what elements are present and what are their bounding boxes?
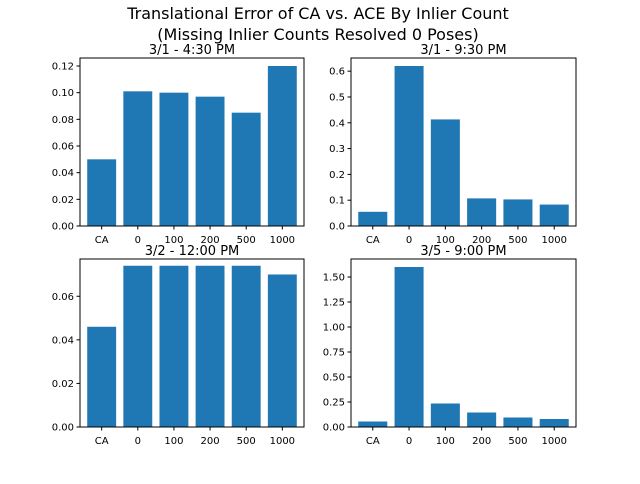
y-tick-label: 1.25 [323, 298, 345, 309]
x-tick-label: 500 [237, 235, 256, 246]
bar-1000 [267, 274, 297, 427]
bar-0 [123, 91, 153, 226]
x-tick-label: 0 [406, 235, 412, 246]
x-tick-label: 200 [472, 235, 491, 246]
x-tick-label: CA [95, 235, 109, 246]
y-tick-label: 0.02 [52, 195, 74, 206]
bar-500 [231, 112, 261, 226]
x-tick-label: 100 [164, 235, 183, 246]
x-tick-label: 200 [472, 436, 491, 447]
bar-100 [159, 265, 189, 427]
y-tick-label: 0.00 [323, 423, 345, 434]
axes-frame [79, 258, 305, 428]
bar-100 [430, 119, 460, 226]
y-tick-label: 0.5 [329, 92, 345, 103]
x-tick-label: 200 [201, 235, 220, 246]
y-tick-label: 0.3 [329, 144, 345, 155]
bar-CA [358, 211, 388, 226]
bar-100 [159, 92, 189, 226]
x-tick-label: 0 [135, 235, 141, 246]
y-tick-label: 0.12 [52, 62, 74, 73]
bar-0 [123, 265, 153, 427]
y-tick-label: 0.00 [52, 423, 74, 434]
bar-200 [467, 198, 497, 226]
y-tick-label: 0.04 [52, 168, 74, 179]
subplot-1: CA 0 100 200 500 1000 0.00 0.02 0.04 0.06 0.08 0.10… [52, 43, 305, 246]
x-tick-label: 1000 [270, 235, 295, 246]
y-tick-label: 0.08 [52, 115, 74, 126]
bar-CA [358, 421, 388, 427]
y-tick-label: 0.00 [52, 222, 74, 233]
bar-CA [87, 159, 117, 226]
bar-0 [394, 66, 424, 226]
axes-frame [79, 57, 305, 227]
x-tick-label: 1000 [541, 436, 566, 447]
subplot-4: CA 0 100 200 500 1000 0.00 0.25 0.50 0.75 1.00 1.25… [323, 244, 577, 447]
axes-frame [350, 57, 577, 227]
y-tick-label: 0.06 [52, 292, 74, 303]
x-tick-label: 0 [135, 436, 141, 447]
y-tick-label: 0.10 [52, 88, 74, 99]
x-tick-label: 500 [508, 235, 527, 246]
x-tick-label: 100 [436, 235, 455, 246]
y-tick-label: 0.25 [323, 398, 345, 409]
y-tick-label: 1.50 [323, 273, 345, 284]
bar-500 [503, 199, 533, 226]
y-tick-label: 0.2 [329, 170, 345, 181]
x-tick-label: CA [366, 436, 380, 447]
subplot-title: 3/2 - 12:00 PM [145, 244, 240, 259]
bar-CA [87, 326, 117, 427]
bar-100 [430, 403, 460, 427]
x-tick-label: 500 [237, 436, 256, 447]
subplot-2: CA 0 100 200 500 1000 0.0 0.1 0.2 0.3 0.4 0.5 0.6 3/1… [329, 43, 577, 246]
bar-1000 [539, 204, 569, 226]
subplot-3: CA 0 100 200 500 1000 0.00 0.02 0.04 0.06 3/2 - 12… [52, 244, 305, 447]
bar-0 [394, 267, 424, 427]
x-tick-label: 200 [201, 436, 220, 447]
y-tick-label: 1.00 [323, 323, 345, 334]
bar-200 [195, 265, 225, 427]
figure-title-line1: Translational Error of CA vs. ACE By Inl… [126, 4, 509, 23]
x-tick-label: CA [95, 436, 109, 447]
y-tick-label: 0.50 [323, 373, 345, 384]
bar-500 [503, 417, 533, 427]
bar-200 [195, 96, 225, 226]
y-tick-label: 0.04 [52, 335, 74, 346]
x-tick-label: 500 [508, 436, 527, 447]
x-tick-label: 1000 [541, 235, 566, 246]
axes-frame [350, 258, 577, 428]
bar-1000 [539, 419, 569, 427]
x-tick-label: 100 [436, 436, 455, 447]
bar-500 [231, 265, 261, 427]
figure-title-line2: (Missing Inlier Counts Resolved 0 Poses) [157, 25, 478, 44]
subplot-title: 3/1 - 4:30 PM [149, 43, 235, 58]
x-tick-label: 100 [164, 436, 183, 447]
x-tick-label: 0 [406, 436, 412, 447]
x-tick-label: CA [366, 235, 380, 246]
y-tick-label: 0.06 [52, 142, 74, 153]
y-tick-label: 0.0 [329, 222, 345, 233]
y-tick-label: 0.4 [329, 118, 345, 129]
subplot-title: 3/5 - 9:00 PM [420, 244, 506, 259]
y-tick-label: 0.75 [323, 348, 345, 359]
bar-200 [467, 412, 497, 427]
x-tick-label: 1000 [270, 436, 295, 447]
bar-1000 [267, 66, 297, 226]
y-tick-label: 0.6 [329, 67, 345, 78]
subplot-title: 3/1 - 9:30 PM [420, 43, 506, 58]
y-tick-label: 0.02 [52, 379, 74, 390]
y-tick-label: 0.1 [329, 196, 345, 207]
